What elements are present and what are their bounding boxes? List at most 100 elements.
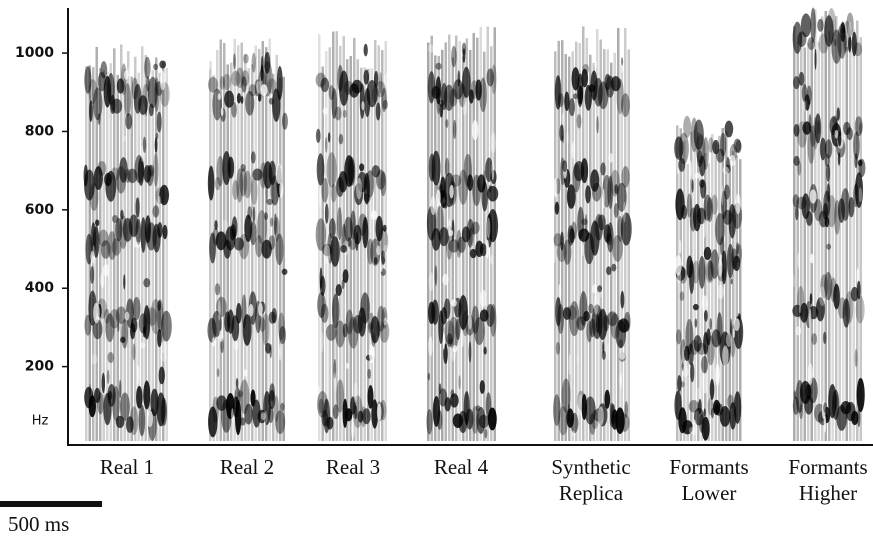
spectrogram-speck: [704, 309, 708, 322]
spectrogram-speck: [826, 183, 831, 203]
spectrogram-blob: [100, 240, 111, 259]
spectrogram-speck: [854, 348, 858, 368]
spectrogram-blob: [721, 250, 727, 285]
spectrogram-blob: [487, 407, 497, 431]
spectrogram-speck: [129, 322, 136, 340]
spectrogram-speck: [256, 80, 262, 94]
spectrogram-streak: [810, 40, 813, 442]
spectrogram-speck: [699, 155, 706, 177]
spectrogram-speck: [258, 93, 262, 102]
spectrogram-speck: [447, 338, 453, 345]
spectrogram-speck: [810, 253, 814, 264]
spectrogram-streak: [116, 74, 119, 441]
spectrogram-speck: [278, 343, 282, 361]
spectrogram-speck: [689, 426, 696, 435]
spectrogram-blob: [153, 152, 159, 187]
spectrogram-speck: [677, 375, 682, 392]
spectrogram-speck: [469, 248, 477, 259]
spectrogram-blob: [116, 78, 125, 94]
spectrogram-blob: [381, 87, 387, 113]
spectrogram-blob: [146, 164, 154, 187]
spectrogram-blob: [719, 132, 727, 157]
spectrogram-speck: [384, 72, 390, 88]
y-tick-label: 600: [25, 202, 54, 218]
spectrogram-speck: [448, 229, 454, 237]
spectrogram-speck: [146, 410, 154, 428]
spectrogram-speck: [793, 76, 800, 90]
spectrogram-blob: [339, 70, 349, 107]
spectrogram-blob: [556, 242, 567, 263]
spectrogram-blob: [585, 185, 591, 204]
spectrogram-speck: [621, 57, 624, 66]
spectrogram-speck: [359, 163, 365, 172]
spectrogram-blob: [371, 165, 381, 178]
spectrogram-speck: [858, 122, 862, 135]
spectrogram-speck: [834, 394, 838, 410]
spectrogram-blob: [820, 274, 829, 299]
spectrogram-blob: [557, 303, 565, 334]
spectrogram-speck: [135, 241, 141, 249]
spectrogram-speck: [606, 233, 613, 246]
spectrogram-blob: [244, 214, 253, 243]
spectrogram-blob: [115, 415, 125, 429]
spectrogram-speck: [618, 352, 626, 360]
spectrogram-speck: [791, 274, 795, 287]
spectrogram-speck: [121, 135, 128, 142]
spectrogram-blob: [347, 156, 356, 186]
spectrogram-blob: [854, 116, 863, 137]
spectrogram-speck: [252, 206, 256, 223]
spectrogram-blob: [160, 310, 172, 342]
spectrogram-streak: [613, 52, 616, 442]
spectrogram-streak: [102, 69, 105, 441]
spectrogram-blob: [612, 234, 623, 262]
spectrogram-speck: [370, 210, 377, 221]
spectrogram-speck: [118, 379, 122, 399]
spectrogram-speck: [106, 369, 110, 385]
spectrogram-blob: [848, 196, 855, 218]
spectrogram-blob: [479, 243, 487, 257]
spectrogram-blob: [833, 283, 840, 310]
spectrogram-blob: [708, 137, 714, 153]
spectrogram-speck: [468, 341, 472, 363]
spectrogram-blob: [792, 304, 803, 317]
spectrogram-blob: [444, 397, 451, 412]
spectrogram-blob: [817, 18, 824, 32]
spectrogram-blob: [590, 169, 600, 192]
spectrogram-speck: [486, 217, 491, 239]
spectrogram-blob: [261, 239, 272, 259]
spectrogram-streak: [852, 28, 855, 441]
spectrogram-streak: [718, 135, 721, 442]
spectrogram-speck: [152, 205, 160, 218]
spectrogram-streak: [554, 51, 557, 441]
spectrogram-blob: [426, 409, 433, 435]
spectrogram-speck: [248, 303, 254, 317]
spectrogram-speck: [462, 97, 468, 117]
spectrogram-speck: [558, 284, 562, 299]
spectrogram-streak: [842, 24, 845, 442]
spectrogram-speck: [811, 333, 818, 345]
spectrogram-blob: [800, 13, 812, 38]
spectrogram-blob: [326, 152, 337, 188]
spectrogram-speck: [153, 63, 159, 71]
spectrogram-speck: [808, 308, 812, 329]
spectrogram-speck: [88, 384, 91, 396]
spectrogram-streak: [251, 64, 254, 442]
y-tick-label: 1000: [15, 45, 54, 61]
spectrogram-speck: [260, 84, 268, 97]
spectrogram-speck: [91, 354, 98, 365]
spectrogram-streak: [123, 69, 126, 441]
spectrogram: [426, 26, 499, 442]
spectrogram-speck: [371, 332, 376, 347]
spectrogram-blob: [458, 169, 468, 205]
spectrogram-blob: [431, 227, 441, 251]
spectrogram-streak: [148, 78, 151, 441]
spectrogram-speck: [263, 410, 268, 424]
spectrogram-blob: [437, 410, 443, 430]
spectrogram-speck: [678, 240, 682, 254]
spectrogram-blob: [553, 394, 561, 426]
spectrogram-blob: [112, 386, 120, 421]
spectrogram-speck: [689, 160, 692, 180]
spectrogram-speck: [160, 350, 167, 362]
spectrogram-blob: [242, 314, 252, 346]
spectrogram-blob: [154, 77, 160, 112]
